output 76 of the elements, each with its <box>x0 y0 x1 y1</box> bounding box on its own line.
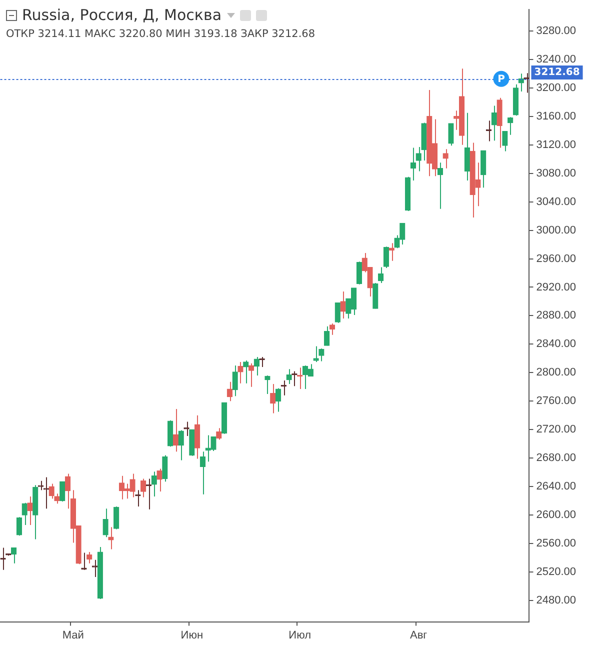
candlestick <box>102 508 108 538</box>
candlestick <box>86 552 92 564</box>
y-tick-label: 3000.00 <box>536 224 576 236</box>
candlestick <box>243 360 249 384</box>
candlestick <box>108 526 114 550</box>
y-tick-label: 2800.00 <box>536 366 576 379</box>
candlestick <box>388 242 394 262</box>
candlestick <box>442 148 448 169</box>
candlestick <box>508 116 514 136</box>
y-tick-label: 2720.00 <box>536 424 576 436</box>
candlestick <box>151 471 157 498</box>
y-tick-label: 3080.00 <box>536 167 576 180</box>
candlestick <box>140 478 146 498</box>
y-tick-label: 3160.00 <box>536 110 576 122</box>
candlestick <box>437 162 444 210</box>
candlestick <box>162 454 168 482</box>
y-tick-label: 2960.00 <box>536 252 576 265</box>
y-tick-label: 2600.00 <box>536 509 576 522</box>
candlestick <box>334 302 340 324</box>
candlestick <box>238 361 244 384</box>
y-tick-label: 2880.00 <box>536 310 576 322</box>
candlestick <box>491 105 497 142</box>
ref-line-label: 3212.68 <box>534 67 580 78</box>
candlestick <box>383 246 390 269</box>
y-tick-label: 2640.00 <box>536 480 576 493</box>
candlestick <box>114 506 120 530</box>
y-tick-label: 2680.00 <box>536 452 576 464</box>
y-tick-label: 2760.00 <box>536 395 576 408</box>
candlestick <box>329 323 336 336</box>
y-tick-label: 3040.00 <box>536 196 576 208</box>
y-tick-label: 3280.00 <box>536 24 576 37</box>
candlestick <box>16 516 22 536</box>
candlestick <box>27 496 33 526</box>
y-tick-label: 2480.00 <box>536 594 576 606</box>
candlestick <box>10 547 17 564</box>
candlestick <box>60 481 66 502</box>
annotation: P <box>498 74 505 85</box>
candlestick <box>286 368 292 385</box>
candlestick <box>318 348 324 362</box>
candlestick <box>22 502 28 526</box>
y-tick-label: 3240.00 <box>536 53 576 66</box>
candlestick <box>313 346 319 362</box>
candlestick <box>356 261 362 285</box>
candlestick <box>92 559 98 578</box>
candlestick <box>275 388 282 412</box>
candlestick <box>226 381 233 402</box>
candlestick <box>178 430 184 461</box>
y-tick-label: 2840.00 <box>536 338 576 350</box>
candlestick <box>172 408 179 452</box>
x-tick-label: Авг <box>410 629 428 642</box>
candlestick <box>264 374 270 395</box>
candlestick <box>232 365 238 397</box>
candlestick <box>480 150 486 188</box>
text: ОТКР 3214.11 МАКС 3220.80 МИН 3193.18 ЗАКР 3212.68 <box>6 28 316 40</box>
y-tick-label: 2920.00 <box>536 281 576 294</box>
chart-title: Russia, Россия, Д, Москва <box>22 6 222 24</box>
candlestick <box>200 451 206 495</box>
candlestick <box>248 362 254 388</box>
candlestick <box>340 290 346 320</box>
candlestick <box>194 414 200 460</box>
candlestick <box>270 384 276 414</box>
candlestick <box>254 356 260 376</box>
candlestick <box>372 282 378 310</box>
y-tick-label: 2520.00 <box>536 566 576 578</box>
x-tick-label: Июн <box>180 629 204 642</box>
y-tick-label: 3200.00 <box>536 82 576 94</box>
candlestick <box>216 428 222 440</box>
y-tick-label: 2560.00 <box>536 538 576 550</box>
x-tick-label: Июл <box>288 629 312 642</box>
x-tick-label: Май <box>62 629 84 642</box>
candlestick <box>156 468 162 492</box>
candlestick <box>502 130 508 152</box>
candlestick <box>464 112 470 181</box>
y-tick-label: 3120.00 <box>536 138 576 151</box>
candlestick <box>324 326 330 346</box>
candlestick <box>448 123 454 146</box>
